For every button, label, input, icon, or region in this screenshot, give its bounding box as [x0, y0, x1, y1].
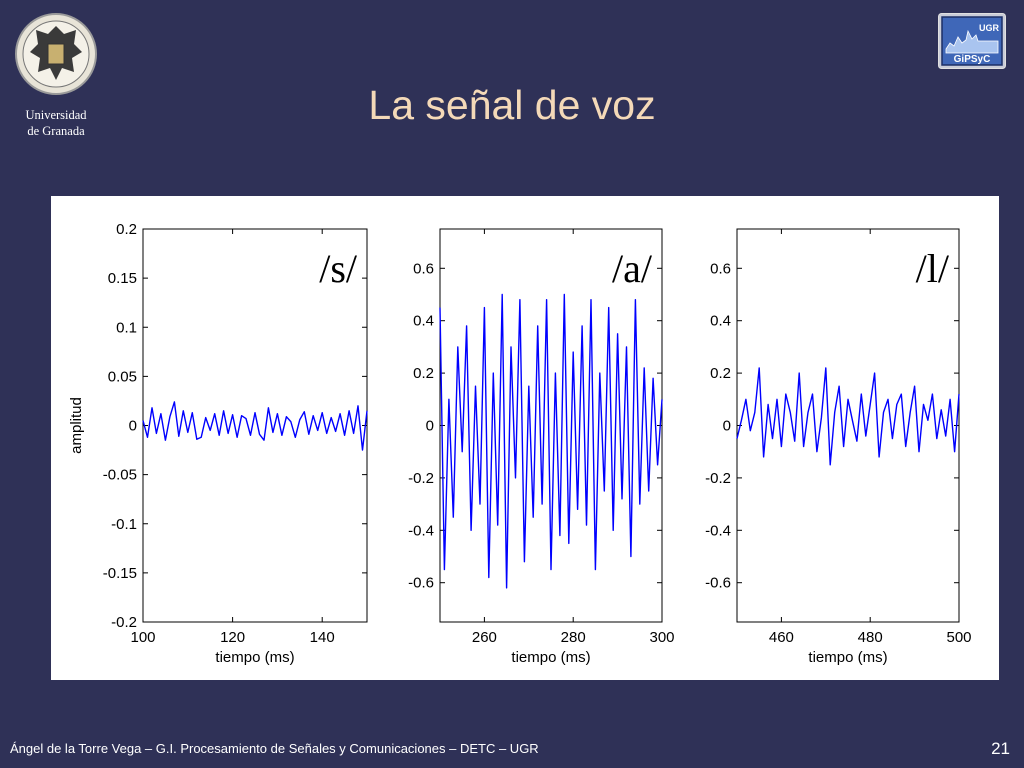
badge-top-text: UGR — [979, 23, 1000, 33]
x-tick-label: 120 — [220, 629, 245, 646]
y-tick-label: -0.6 — [408, 575, 434, 592]
x-axis-label: tiempo (ms) — [215, 649, 294, 666]
y-tick-label: 0.4 — [710, 313, 731, 330]
x-tick-label: 460 — [769, 629, 794, 646]
y-tick-label: 0 — [723, 418, 731, 435]
phoneme-label: /s/ — [319, 246, 358, 291]
y-tick-label: 0.15 — [108, 270, 137, 287]
figure-panel: 0.2 0.15 0.1 0.05 0 -0.05 -0.1 -0.15 -0.2 100 120 1… — [51, 196, 999, 680]
y-tick-label: 0.4 — [413, 313, 434, 330]
y-tick-label: -0.6 — [705, 575, 731, 592]
university-crest-logo — [15, 13, 97, 95]
y-tick-label: -0.05 — [103, 467, 137, 484]
plot-2: 0.6 0.4 0.2 0 -0.2 -0.4 -0.6 260 280 300/a/tiempo… — [408, 228, 675, 666]
phoneme-label: /l/ — [916, 246, 950, 291]
x-tick-label: 260 — [472, 629, 497, 646]
y-tick-label: 0.6 — [710, 260, 731, 277]
y-tick-label: -0.1 — [111, 516, 137, 533]
footer-credits: Ángel de la Torre Vega – G.I. Procesamie… — [10, 741, 539, 756]
y-tick-label: -0.4 — [705, 522, 731, 539]
university-name: Universidad de Granada — [10, 107, 102, 139]
university-name-line2: de Granada — [27, 124, 85, 138]
y-tick-label: 0.2 — [710, 365, 731, 382]
y-axis-label: amplitud — [68, 397, 85, 454]
y-tick-label: 0.2 — [413, 365, 434, 382]
badge-bottom-text: GiPSyC — [954, 54, 991, 65]
x-tick-label: 480 — [858, 629, 883, 646]
x-tick-label: 280 — [561, 629, 586, 646]
y-tick-label: -0.2 — [111, 614, 137, 631]
y-tick-label: -0.2 — [705, 470, 731, 487]
signal-trace-2 — [439, 293, 663, 589]
x-tick-label: 300 — [649, 629, 674, 646]
x-tick-label: 500 — [946, 629, 971, 646]
plot-3: 0.6 0.4 0.2 0 -0.2 -0.4 -0.6 460 480 500/l/tiempo… — [705, 228, 972, 666]
phoneme-label: /a/ — [612, 246, 653, 291]
university-name-line1: Universidad — [25, 108, 87, 122]
y-tick-label: -0.2 — [408, 470, 434, 487]
y-tick-label: 0.2 — [116, 221, 137, 238]
y-tick-label: 0 — [129, 418, 137, 435]
y-tick-label: -0.15 — [103, 565, 137, 582]
x-axis-label: tiempo (ms) — [511, 649, 590, 666]
signal-trace-1 — [142, 401, 368, 451]
y-tick-label: 0 — [426, 418, 434, 435]
x-axis-label: tiempo (ms) — [808, 649, 887, 666]
y-tick-label: -0.4 — [408, 522, 434, 539]
x-tick-label: 140 — [310, 629, 335, 646]
slide-title: La señal de voz — [368, 82, 656, 128]
y-tick-label: 0.6 — [413, 260, 434, 277]
x-tick-label: 100 — [130, 629, 155, 646]
y-tick-label: 0.05 — [108, 368, 137, 385]
page-number: 21 — [991, 739, 1010, 758]
y-tick-label: 0.1 — [116, 319, 137, 336]
signal-trace-3 — [736, 367, 960, 466]
gipsyc-badge-logo: UGR GiPSyC — [938, 13, 1006, 69]
